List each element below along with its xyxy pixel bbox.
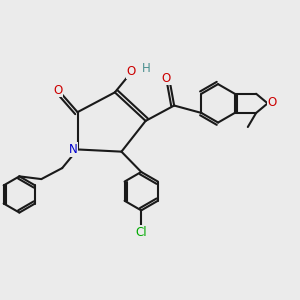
Text: O: O [127, 65, 136, 78]
Text: Cl: Cl [135, 226, 147, 239]
Text: H: H [142, 62, 151, 75]
Text: O: O [53, 84, 62, 97]
Text: O: O [267, 96, 277, 109]
Text: O: O [162, 72, 171, 85]
Text: N: N [69, 143, 77, 156]
